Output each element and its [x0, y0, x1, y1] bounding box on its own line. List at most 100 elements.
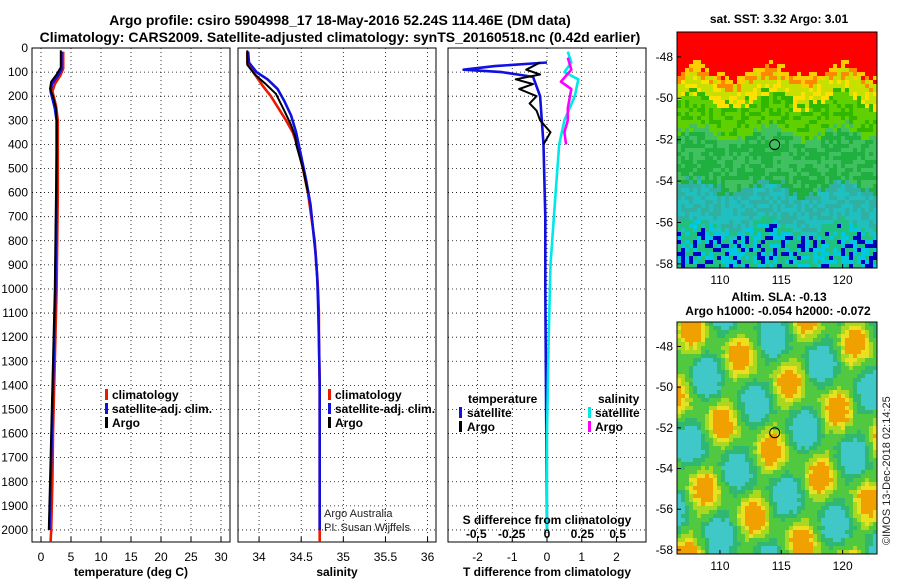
map-cell	[833, 462, 838, 467]
map-cell	[873, 100, 878, 105]
map-cell	[773, 100, 778, 105]
map-cell	[725, 172, 730, 177]
map-cell	[713, 394, 718, 399]
map-cell	[705, 156, 710, 161]
map-cell	[865, 402, 870, 407]
map-cell	[745, 124, 750, 129]
map-cell	[809, 240, 814, 245]
map-cell	[805, 244, 810, 249]
map-cell	[725, 390, 730, 395]
map-cell	[725, 366, 730, 371]
map-cell	[825, 264, 830, 269]
map-cell	[873, 128, 878, 133]
map-cell	[725, 334, 730, 339]
map-cell	[817, 188, 822, 193]
map-cell	[769, 414, 774, 419]
map-cell	[865, 326, 870, 331]
map-cell	[849, 256, 854, 261]
map-cell	[793, 144, 798, 149]
map-cell	[741, 414, 746, 419]
map-cell	[693, 40, 698, 45]
map-cell	[865, 208, 870, 213]
map-cell	[809, 354, 814, 359]
map-cell	[829, 342, 834, 347]
map-cell	[813, 52, 818, 57]
map-cell	[705, 184, 710, 189]
map-cell	[749, 208, 754, 213]
map-cell	[737, 410, 742, 415]
map-cell	[833, 36, 838, 41]
map-cell	[753, 326, 758, 331]
map-cell	[797, 402, 802, 407]
map-cell	[741, 120, 746, 125]
map-cell	[825, 132, 830, 137]
map-cell	[813, 414, 818, 419]
map-cell	[829, 104, 834, 109]
map-cell	[861, 378, 866, 383]
map-cell	[709, 136, 714, 141]
map-cell	[797, 176, 802, 181]
map-cell	[785, 322, 790, 327]
map-cell	[677, 44, 682, 49]
map-cell	[749, 152, 754, 157]
map-cell	[685, 244, 690, 249]
map-cell	[753, 104, 758, 109]
map-cell	[689, 236, 694, 241]
map-cell	[861, 152, 866, 157]
map-cell	[721, 96, 726, 101]
map-cell	[709, 260, 714, 265]
map-cell	[761, 462, 766, 467]
map-cell	[689, 390, 694, 395]
map-cell	[813, 454, 818, 459]
map-cell	[713, 386, 718, 391]
map-cell	[697, 232, 702, 237]
map-cell	[769, 398, 774, 403]
map-cell	[741, 228, 746, 233]
map-cell	[769, 32, 774, 37]
map-cell	[861, 260, 866, 265]
map-cell	[769, 84, 774, 89]
map-cell	[777, 92, 782, 97]
map-cell	[677, 354, 682, 359]
map-cell	[865, 446, 870, 451]
map-cell	[833, 374, 838, 379]
map-cell	[849, 116, 854, 121]
map-cell	[701, 264, 706, 269]
map-cell	[849, 366, 854, 371]
map-cell	[705, 200, 710, 205]
map-cell	[769, 132, 774, 137]
map-cell	[745, 160, 750, 165]
map-cell	[793, 160, 798, 165]
map-cell	[745, 32, 750, 37]
map-cell	[821, 104, 826, 109]
map-cell	[765, 338, 770, 343]
map-cell	[857, 458, 862, 463]
map-cell	[681, 108, 686, 113]
map-cell	[689, 330, 694, 335]
map-cell	[745, 406, 750, 411]
map-cell	[697, 390, 702, 395]
map-cell	[745, 442, 750, 447]
map-cell	[829, 140, 834, 145]
map-cell	[689, 458, 694, 463]
map-cell	[737, 216, 742, 221]
map-cell	[737, 132, 742, 137]
map-cell	[741, 36, 746, 41]
map-cell	[681, 68, 686, 73]
map-cell	[773, 56, 778, 61]
map-cell	[857, 180, 862, 185]
map-cell	[789, 252, 794, 257]
map-cell	[849, 68, 854, 73]
map-cell	[857, 68, 862, 73]
map-cell	[793, 354, 798, 359]
map-cell	[753, 418, 758, 423]
map-cell	[709, 176, 714, 181]
map-cell	[873, 362, 878, 367]
map-cell	[833, 414, 838, 419]
map-cell	[741, 450, 746, 455]
map-cell	[841, 116, 846, 121]
map-cell	[677, 180, 682, 185]
map-cell	[705, 76, 710, 81]
map-cell	[873, 60, 878, 65]
map-cell	[729, 442, 734, 447]
